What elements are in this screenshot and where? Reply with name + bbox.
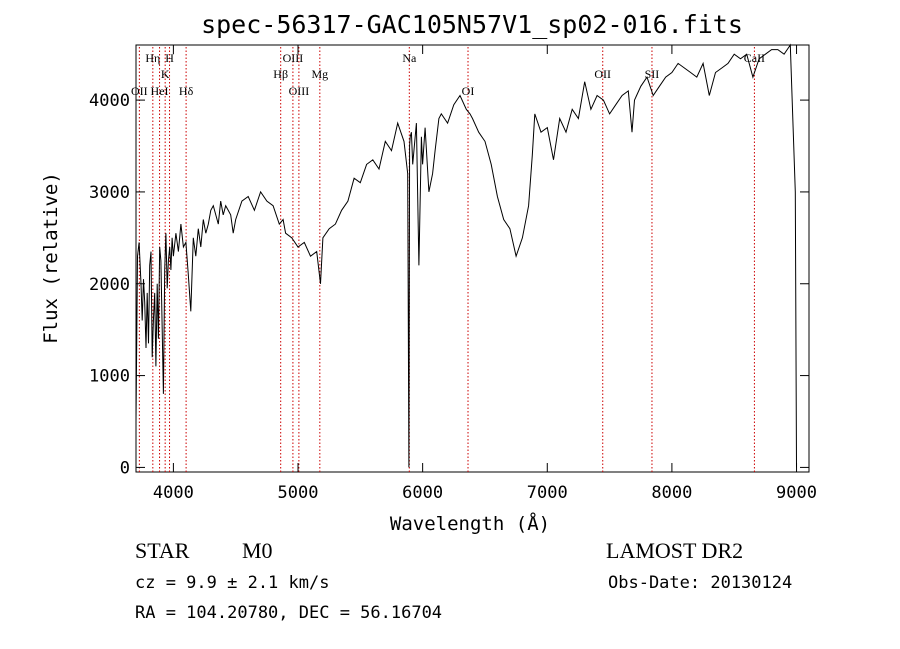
line-marker-label: OIII [283,51,304,65]
obs-date: Obs-Date: 20130124 [608,573,793,593]
line-marker-label: H [165,51,174,65]
x-tick-label: 6000 [402,483,443,503]
line-marker-label: OIII [289,84,310,98]
x-axis-label: Wavelength (Å) [390,512,550,535]
y-tick-label: 1000 [89,367,130,387]
x-tick-label: 8000 [651,483,692,503]
y-tick-label: 4000 [89,91,130,111]
coordinates: RA = 104.20780, DEC = 56.16704 [135,603,443,623]
line-marker-label: K [161,67,170,81]
line-marker-label: OI [462,84,475,98]
line-marker-label: Hη [145,51,160,65]
line-marker-label: CaII [744,51,765,65]
line-marker-label: Na [402,51,417,65]
line-marker-label: SII [645,67,660,81]
line-marker-label: OII [594,67,611,81]
y-axis-label: Flux (relative) [40,172,62,344]
x-tick-label: 4000 [153,483,194,503]
cz-readout: cz = 9.9 ± 2.1 km/s [135,573,330,593]
x-tick-label: 9000 [776,483,817,503]
chart-title: spec-56317-GAC105N57V1_sp02-016.fits [201,10,743,39]
line-marker-label: OII [131,84,148,98]
plot-frame [135,44,810,473]
x-tick-label: 7000 [527,483,568,503]
line-marker-label: Hδ [179,84,194,98]
survey-label: LAMOST DR2 [606,538,744,563]
line-marker-label: Hβ [273,67,288,81]
line-marker-label: Mg [311,67,328,81]
axis-ticks: 4000 5000 6000 7000 8000 9000 0 1000 2000 3000 400… [89,45,817,503]
spectrum-series-line [135,43,797,468]
y-tick-label: 3000 [89,183,130,203]
x-tick-label: 5000 [278,483,319,503]
spectral-subclass: M0 [242,538,273,563]
y-tick-label: 2000 [89,275,130,295]
y-tick-label: 0 [120,458,130,478]
line-marker-label: HeI [151,84,169,98]
object-type: STAR [135,538,190,563]
